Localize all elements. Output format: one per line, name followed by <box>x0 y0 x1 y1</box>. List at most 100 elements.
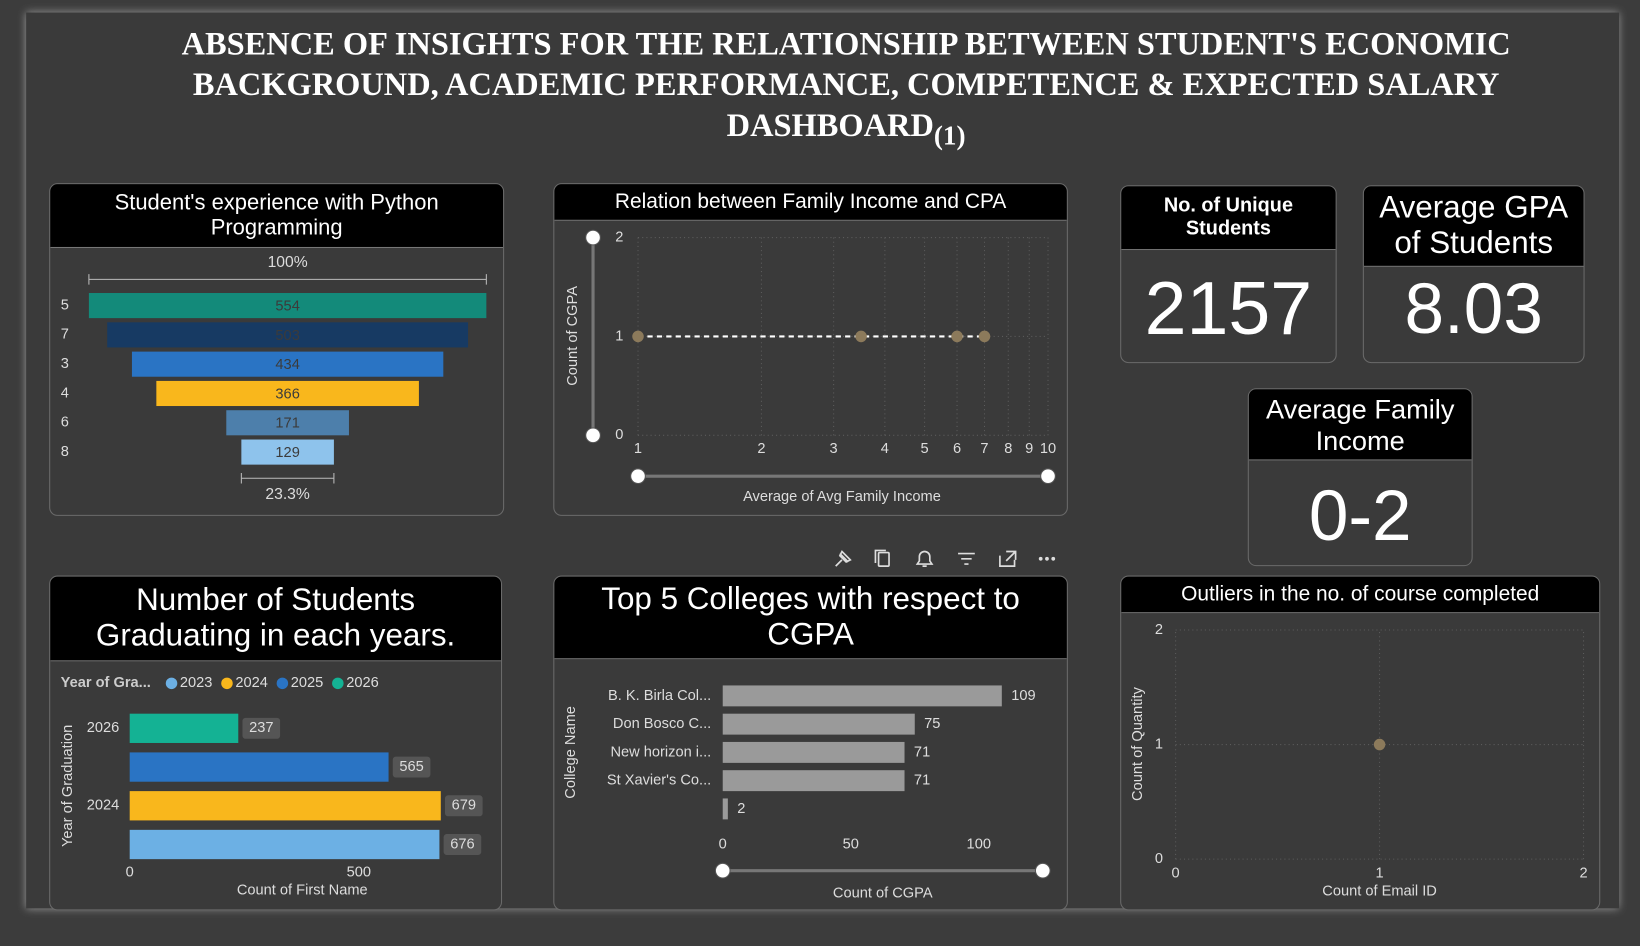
chart-title: Relation between Family Income and CPA <box>554 184 1067 221</box>
x-tick-label: 9 <box>1025 441 1033 457</box>
category-label: 7 <box>61 327 69 343</box>
category-label: 4 <box>61 385 69 401</box>
bar <box>722 798 728 820</box>
chart: 5 554 7 503 3 434 4 366 6 171 8 129 100% 23.3% <box>61 254 487 503</box>
scatter-point <box>855 330 867 343</box>
y-tick-label: St Xavier's Co... <box>607 773 711 789</box>
y-axis-label: Year of Graduation <box>60 725 76 847</box>
chart: 0 50 100 B. K. Birla Col... 109 Don Bosco C..… <box>563 685 1051 902</box>
data-label: 676 <box>450 836 474 852</box>
chart-panel[interactable]: 0 50 100 B. K. Birla Col... 109 Don Bosco C..… <box>553 575 1068 911</box>
kpi-card[interactable]: No. of Unique Students 2157 <box>1120 185 1337 364</box>
bar <box>722 741 905 763</box>
bar <box>722 770 905 792</box>
x-tick-label: 100 <box>967 836 991 852</box>
funnel-bar <box>107 322 469 348</box>
data-label: 503 <box>275 328 299 344</box>
x-tick-label: 500 <box>347 865 371 881</box>
legend-swatch <box>221 677 233 690</box>
y-tick-label: 1 <box>1155 736 1163 752</box>
data-label: 71 <box>914 744 930 760</box>
pin-icon[interactable] <box>835 550 852 567</box>
data-label: 171 <box>275 416 299 432</box>
data-label: 75 <box>924 716 940 732</box>
bracket <box>240 472 335 484</box>
x-axis-label: Count of CGPA <box>833 886 933 902</box>
funnel-bar <box>156 380 419 407</box>
y-tick-label: 2 <box>1155 622 1163 638</box>
title-text: ABSENCE OF INSIGHTS FOR THE RELATIONSHIP… <box>181 25 1511 144</box>
category-label: 8 <box>61 444 69 460</box>
funnel-annotation: 23.3% <box>265 486 310 503</box>
x-tick-label: 5 <box>921 441 929 457</box>
scatter-point <box>951 330 963 343</box>
scatter-point <box>632 330 644 343</box>
chart-title: Number of Students Graduating in each ye… <box>50 576 501 662</box>
y-tick-label: 1 <box>615 328 623 344</box>
chart-panel[interactable]: 0 1 2 0 1 2 Count of Email ID Count of Quantity… <box>1120 575 1601 911</box>
visual-toolbar <box>835 549 1056 567</box>
x-tick-label: 0 <box>126 865 134 881</box>
chart-panel[interactable]: 0 1 2 1 2 3 4 5 6 7 8 9 10 Average of Avg Family Inco… <box>553 183 1068 516</box>
bar <box>129 829 440 860</box>
focus-icon[interactable] <box>999 550 1017 567</box>
kpi-card[interactable]: Average GPA of Students 8.03 <box>1362 185 1585 364</box>
chart-title: Student's experience with Python Program… <box>50 184 504 249</box>
funnel-bar <box>131 351 444 377</box>
bar <box>722 713 915 735</box>
slider-handle[interactable] <box>1034 862 1051 879</box>
slider-handle[interactable] <box>585 427 601 444</box>
card-value: 0-2 <box>1308 476 1412 556</box>
funnel-annotation: 100% <box>268 254 308 271</box>
x-tick-label: 50 <box>843 836 859 852</box>
data-label-box <box>444 795 483 817</box>
category-label: 6 <box>61 415 69 431</box>
data-label: 554 <box>275 298 299 314</box>
x-tick-label: 0 <box>719 836 727 852</box>
x-tick-label: 1 <box>1375 866 1383 882</box>
legend-title: Year of Gra... <box>61 675 151 691</box>
legend-label: 2024 <box>235 675 268 691</box>
funnel-bar <box>226 410 349 436</box>
y-tick-label: New horizon i... <box>610 744 711 760</box>
slider-handle[interactable] <box>1040 468 1056 484</box>
x-tick-label: 2 <box>757 441 765 457</box>
y-axis-label: Count of Quantity <box>1130 686 1146 801</box>
y-tick-label: B. K. Birla Col... <box>608 688 711 704</box>
data-label-box <box>392 756 431 778</box>
legend-swatch <box>276 677 289 690</box>
filter-icon[interactable] <box>958 552 975 565</box>
legend-swatch <box>165 677 178 690</box>
slider-handle[interactable] <box>585 229 601 246</box>
legend-label: 2026 <box>346 675 379 691</box>
chart-panel[interactable]: 5 554 7 503 3 434 4 366 6 171 8 129 100% 23.3% Student… <box>49 183 505 516</box>
x-tick-label: 3 <box>830 441 838 457</box>
legend-label: 2025 <box>291 675 324 691</box>
kpi-card[interactable]: Average Family Income 0-2 <box>1247 388 1473 567</box>
funnel-bar <box>88 293 487 319</box>
x-axis-label: Count of Email ID <box>1322 883 1437 899</box>
funnel-bar <box>241 439 334 465</box>
chart-panel[interactable]: 0 500 2026 237 565 2024 679 676 Year of Gra... 20… <box>49 575 503 911</box>
chart-title: Top 5 Colleges with respect to CGPA <box>554 576 1067 660</box>
x-tick-label: 1 <box>634 441 642 457</box>
alert-icon[interactable] <box>915 550 934 567</box>
card-value: 8.03 <box>1404 268 1543 349</box>
bar <box>129 791 441 821</box>
legend-swatch <box>332 677 344 690</box>
y-tick-label: 0 <box>615 427 623 443</box>
y-tick-label: 2024 <box>87 798 120 814</box>
data-label: 434 <box>275 357 299 373</box>
chart-title: Outliers in the no. of course completed <box>1121 576 1600 614</box>
scatter-point <box>978 330 991 343</box>
copy-icon[interactable] <box>877 551 890 567</box>
slider-handle[interactable] <box>630 468 646 484</box>
y-tick-label: 2 <box>615 229 623 245</box>
scatter-point <box>1373 738 1386 751</box>
card-label: No. of Unique Students <box>1121 186 1336 251</box>
y-tick-label: 0 <box>1155 851 1163 867</box>
slider-handle[interactable] <box>714 862 731 879</box>
